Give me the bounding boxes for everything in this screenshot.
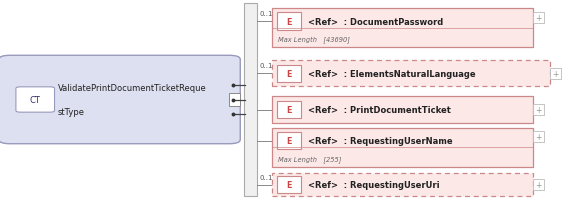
Text: 0..1: 0..1 <box>260 11 273 17</box>
Text: E: E <box>286 70 292 78</box>
Bar <box>533 179 544 190</box>
Text: +: + <box>535 14 542 23</box>
Bar <box>229 94 240 106</box>
Text: +: + <box>535 133 542 142</box>
Text: Max Length   [255]: Max Length [255] <box>278 155 342 162</box>
Text: <Ref>  : RequestingUserUri: <Ref> : RequestingUserUri <box>308 180 440 189</box>
Bar <box>272 97 533 123</box>
Text: +: + <box>552 70 559 78</box>
Bar <box>272 128 533 167</box>
Text: <Ref>  : ElementsNaturalLanguage: <Ref> : ElementsNaturalLanguage <box>308 70 475 78</box>
Text: <Ref>  : RequestingUserName: <Ref> : RequestingUserName <box>308 136 453 145</box>
Bar <box>277 132 301 149</box>
FancyBboxPatch shape <box>0 56 240 144</box>
Text: ValidatePrintDocumentTicketReque: ValidatePrintDocumentTicketReque <box>58 84 207 92</box>
Bar <box>272 173 533 196</box>
Text: E: E <box>286 180 292 189</box>
FancyBboxPatch shape <box>16 87 55 113</box>
Text: CT: CT <box>30 96 41 104</box>
Text: +: + <box>535 180 542 189</box>
Bar <box>272 61 550 87</box>
Text: E: E <box>286 17 292 26</box>
Bar <box>533 132 544 143</box>
Text: <Ref>  : DocumentPassword: <Ref> : DocumentPassword <box>308 17 443 26</box>
Bar <box>277 176 301 193</box>
Bar <box>533 104 544 116</box>
Text: 0..1: 0..1 <box>260 63 273 69</box>
Text: E: E <box>286 106 292 114</box>
Bar <box>277 13 301 30</box>
Bar <box>272 9 533 48</box>
Bar <box>277 66 301 83</box>
Text: Max Length   [43690]: Max Length [43690] <box>278 36 350 43</box>
Text: 0..1: 0..1 <box>260 174 273 180</box>
Bar <box>244 4 257 196</box>
Bar <box>277 101 301 118</box>
Text: +: + <box>535 106 542 114</box>
Bar <box>550 68 561 80</box>
Text: E: E <box>286 136 292 145</box>
Bar <box>533 13 544 24</box>
Text: <Ref>  : PrintDocumentTicket: <Ref> : PrintDocumentTicket <box>308 106 451 114</box>
Text: stType: stType <box>58 108 85 116</box>
